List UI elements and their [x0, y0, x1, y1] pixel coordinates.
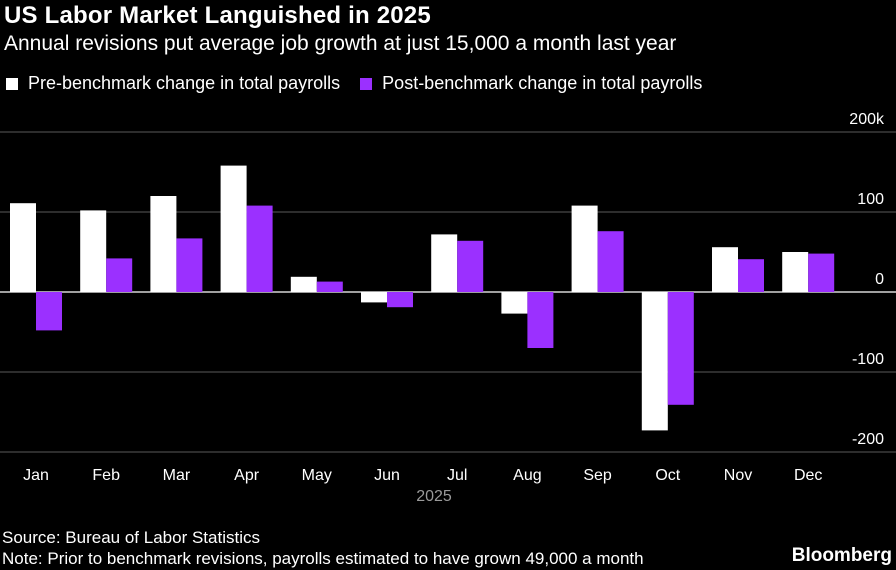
bar-pre-jun	[361, 292, 387, 303]
bar-pre-sep	[571, 205, 598, 292]
bar-pre-apr	[220, 165, 247, 292]
y-tick-label: 100	[857, 191, 884, 208]
bar-pre-nov	[712, 247, 738, 292]
x-tick-label: Jul	[447, 467, 467, 484]
legend-item-post: Post-benchmark change in total payrolls	[360, 73, 702, 94]
bar-post-jan	[36, 292, 62, 331]
chart-title: US Labor Market Languished in 2025	[4, 2, 431, 29]
brand-logo: Bloomberg	[791, 545, 892, 566]
bar-post-nov	[738, 259, 764, 292]
y-tick-label: -100	[852, 351, 884, 368]
bar-post-apr	[246, 205, 273, 292]
legend-item-pre: Pre-benchmark change in total payrolls	[6, 73, 340, 94]
x-tick-label: Jun	[374, 467, 400, 484]
bar-post-sep	[597, 231, 624, 292]
legend-swatch-pre	[6, 77, 18, 90]
bar-post-mar	[176, 238, 203, 292]
bar-post-may	[316, 281, 343, 292]
bar-post-oct	[667, 292, 694, 405]
bar-pre-jul	[431, 234, 458, 292]
x-tick-label: Feb	[92, 467, 120, 484]
bar-post-jun	[387, 292, 413, 308]
x-tick-label: Mar	[163, 467, 191, 484]
source-note: Source: Bureau of Labor Statistics	[2, 528, 260, 547]
bar-post-feb	[106, 258, 133, 292]
x-tick-label: Aug	[513, 467, 541, 484]
bar-pre-mar	[150, 196, 177, 292]
x-tick-label: Nov	[724, 467, 752, 484]
bar-pre-may	[290, 276, 317, 292]
footnote: Note: Prior to benchmark revisions, payr…	[2, 549, 644, 568]
bar-post-aug	[527, 292, 554, 348]
y-tick-label: 0	[875, 271, 884, 288]
bar-pre-jan	[10, 203, 36, 292]
x-tick-label: Sep	[583, 467, 612, 484]
y-tick-label: -200	[852, 431, 884, 448]
x-axis-label: 2025	[416, 488, 452, 505]
x-tick-label: Jan	[23, 467, 49, 484]
bar-pre-aug	[501, 292, 528, 314]
y-tick-label: 200k	[849, 111, 885, 128]
bar-post-jul	[457, 240, 484, 292]
legend-label-pre: Pre-benchmark change in total payrolls	[28, 73, 341, 93]
bar-pre-dec	[782, 252, 809, 292]
bar-chart: 200k 100 0 -100 -200 Jan Feb Mar Apr May Jun Jul Aug…	[0, 111, 896, 505]
x-tick-label: May	[302, 467, 332, 484]
bar-post-dec	[808, 253, 835, 292]
legend: Pre-benchmark change in total payrolls P…	[6, 73, 722, 94]
bar-pre-oct	[641, 292, 668, 431]
chart-subtitle: Annual revisions put average job growth …	[4, 32, 677, 55]
legend-label-post: Post-benchmark change in total payrolls	[382, 73, 703, 93]
x-tick-label: Apr	[234, 467, 260, 484]
bar-pre-feb	[80, 210, 107, 292]
legend-swatch-post	[360, 77, 373, 90]
x-tick-label: Dec	[794, 467, 822, 484]
x-tick-label: Oct	[655, 467, 680, 484]
